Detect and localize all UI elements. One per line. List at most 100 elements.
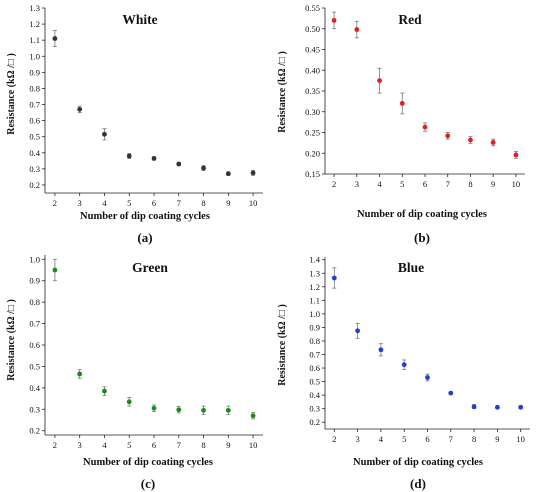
data-point	[250, 413, 256, 419]
y-tick-label: 1.2	[309, 282, 320, 292]
x-tick-label: 6	[425, 434, 429, 444]
panel-a-label: (a)	[137, 230, 152, 245]
x-tick-label: 7	[177, 440, 181, 450]
data-point	[490, 140, 496, 145]
panel-b: Red Resistance (kΩ /□ ) Number of dip co…	[277, 3, 525, 245]
x-tick-label: 5	[127, 440, 131, 450]
y-tick-label: 0.9	[29, 276, 40, 286]
y-tick-label: 1.1	[29, 35, 40, 45]
y-tick-label: 0.5	[309, 377, 320, 387]
y-tick-label: 1.3	[309, 268, 320, 278]
x-tick-label: 7	[449, 434, 453, 444]
data-point	[77, 106, 83, 112]
data-point	[176, 407, 182, 413]
y-tick-label: 0.2	[29, 426, 40, 436]
data-point	[126, 153, 132, 159]
data-point	[102, 388, 107, 394]
y-tick-label: 0.45	[305, 45, 320, 55]
data-point	[513, 152, 519, 158]
x-tick-label: 6	[152, 198, 156, 208]
data-point	[468, 137, 473, 143]
x-tick-label: 5	[402, 434, 406, 444]
data-point	[445, 133, 451, 139]
y-tick-label: 0.15	[305, 169, 320, 179]
x-tick-label: 7	[177, 198, 181, 208]
panel-b-xlabel: Number of dip coating cycles	[357, 209, 487, 220]
y-tick-label: 0.2	[309, 417, 320, 427]
y-tick-label: 1.0	[29, 254, 40, 264]
x-tick-label: 2	[53, 198, 57, 208]
y-tick-label: 0.3	[29, 404, 40, 414]
y-tick-label: 0.4	[29, 148, 40, 158]
data-point	[151, 405, 157, 411]
y-tick-label: 0.9	[309, 322, 320, 332]
x-tick-label: 9	[226, 198, 230, 208]
x-tick-label: 10	[249, 440, 258, 450]
x-tick-label: 3	[355, 434, 359, 444]
x-tick-label: 3	[78, 198, 82, 208]
panel-b-ylabel: Resistance (kΩ /□ )	[277, 51, 288, 133]
y-tick-label: 0.7	[29, 100, 40, 110]
y-tick-label: 0.4	[309, 390, 320, 400]
y-tick-label: 0.6	[309, 363, 320, 373]
data-point	[494, 404, 500, 410]
y-tick-label: 1.0	[309, 309, 320, 319]
data-point	[448, 390, 454, 396]
data-point	[354, 27, 360, 32]
panel-d-xlabel: Number of dip coating cycles	[353, 457, 483, 468]
panel-a-title: White	[122, 12, 157, 27]
y-tick-label: 1.2	[29, 19, 40, 29]
data-point	[471, 404, 477, 410]
data-point	[52, 267, 58, 273]
panel-a: White Resistance (kΩ /□ ) Number of dip …	[6, 3, 263, 245]
x-tick-label: 7	[446, 179, 450, 189]
x-tick-label: 8	[472, 434, 476, 444]
x-tick-label: 5	[127, 198, 131, 208]
panel-c-ylabel: Resistance (kΩ /□ )	[6, 299, 17, 381]
panel-a-ylabel: Resistance (kΩ /□ )	[6, 53, 17, 135]
x-tick-label: 8	[201, 440, 205, 450]
data-point	[151, 156, 157, 161]
x-tick-label: 8	[201, 198, 205, 208]
data-point	[331, 275, 337, 281]
data-point	[225, 171, 231, 177]
panel-c-title: Green	[132, 260, 168, 275]
y-tick-label: 0.9	[29, 67, 40, 77]
y-tick-label: 1.1	[309, 295, 320, 305]
data-point	[77, 371, 83, 377]
panel-c-label: (c)	[141, 476, 155, 491]
x-tick-label: 3	[78, 440, 82, 450]
y-tick-label: 0.6	[29, 116, 40, 126]
x-tick-label: 4	[377, 179, 382, 189]
y-tick-label: 0.5	[29, 361, 40, 371]
y-tick-label: 0.20	[305, 148, 320, 158]
y-tick-label: 1.4	[309, 255, 320, 265]
x-tick-label: 2	[53, 440, 57, 450]
y-tick-label: 0.8	[29, 297, 40, 307]
data-point	[399, 101, 405, 106]
data-point	[377, 78, 382, 84]
panel-b-label: (b)	[414, 230, 430, 245]
x-tick-label: 2	[332, 179, 336, 189]
data-point	[126, 399, 132, 405]
data-point	[422, 124, 428, 130]
data-point	[378, 347, 384, 353]
x-tick-label: 9	[495, 434, 499, 444]
panel-d-title: Blue	[398, 260, 424, 275]
y-tick-label: 0.8	[309, 336, 320, 346]
data-point	[201, 407, 206, 413]
x-tick-label: 10	[249, 198, 258, 208]
x-tick-label: 4	[102, 198, 107, 208]
y-tick-label: 0.7	[309, 350, 320, 360]
y-tick-label: 1.0	[29, 51, 40, 61]
panel-d-ylabel: Resistance (kΩ /□ )	[277, 304, 288, 386]
x-tick-label: 10	[512, 179, 521, 189]
panel-d: Blue Resistance (kΩ /□ ) Number of dip c…	[277, 255, 530, 491]
x-tick-label: 9	[491, 179, 495, 189]
y-tick-label: 0.2	[29, 180, 40, 190]
y-tick-label: 0.40	[305, 65, 320, 75]
y-tick-label: 0.30	[305, 107, 320, 117]
x-tick-label: 9	[226, 440, 230, 450]
data-point	[518, 404, 524, 410]
